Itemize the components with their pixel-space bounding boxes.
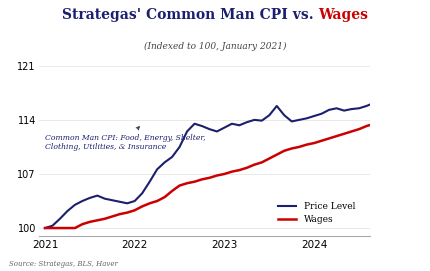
Text: Source: Strategas, BLS, Haver: Source: Strategas, BLS, Haver	[9, 260, 117, 268]
Text: Strategas' Common Man CPI vs.: Strategas' Common Man CPI vs.	[62, 8, 318, 22]
Legend: Price Level, Wages: Price Level, Wages	[275, 199, 359, 228]
Text: (Indexed to 100, January 2021): (Indexed to 100, January 2021)	[144, 42, 286, 51]
Text: Common Man CPI: Food, Energy, Shelter,
Clothing, Utilities, & Insurance: Common Man CPI: Food, Energy, Shelter, C…	[45, 127, 206, 151]
Text: Wages: Wages	[318, 8, 368, 22]
